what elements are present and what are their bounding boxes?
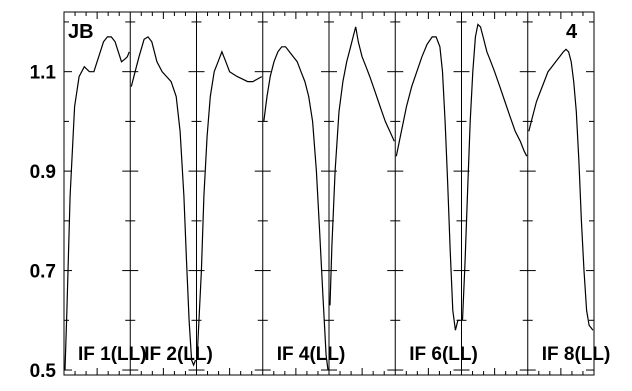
series-line-panel-2	[130, 36, 197, 367]
series-line-panel-5	[329, 26, 395, 306]
series-line-panel-4	[263, 46, 329, 371]
y-tick-label: 0.7	[30, 262, 56, 283]
y-tick-label: 1.1	[30, 63, 57, 84]
series-line-panel-7	[461, 23, 528, 321]
panel-label: IF 2(LL)	[144, 344, 213, 365]
panel-label: IF 4(LL)	[277, 344, 346, 365]
y-tick-label: 0.9	[30, 162, 56, 183]
corner-label-right: 4	[566, 21, 578, 43]
series-line-panel-3	[196, 50, 263, 351]
label-layer: 0.5 0.7 0.9 1.1 IF 1(LL)IF 2(LL) IF 4(LL) IF 6…	[30, 63, 611, 382]
panel-label: IF 1(LL)	[78, 344, 147, 365]
series-line-panel-1	[64, 36, 130, 371]
series-layer	[64, 23, 594, 371]
series-line-panel-8	[528, 48, 594, 331]
series-line-panel-6	[395, 36, 461, 331]
corner-label-left: JB	[68, 21, 94, 43]
y-tick-label: 0.5	[30, 361, 57, 382]
ticks-layer	[64, 12, 594, 375]
panel-label: IF 8(LL)	[542, 344, 611, 365]
panel-label: IF 6(LL)	[409, 344, 478, 365]
frame-layer	[63, 11, 595, 376]
